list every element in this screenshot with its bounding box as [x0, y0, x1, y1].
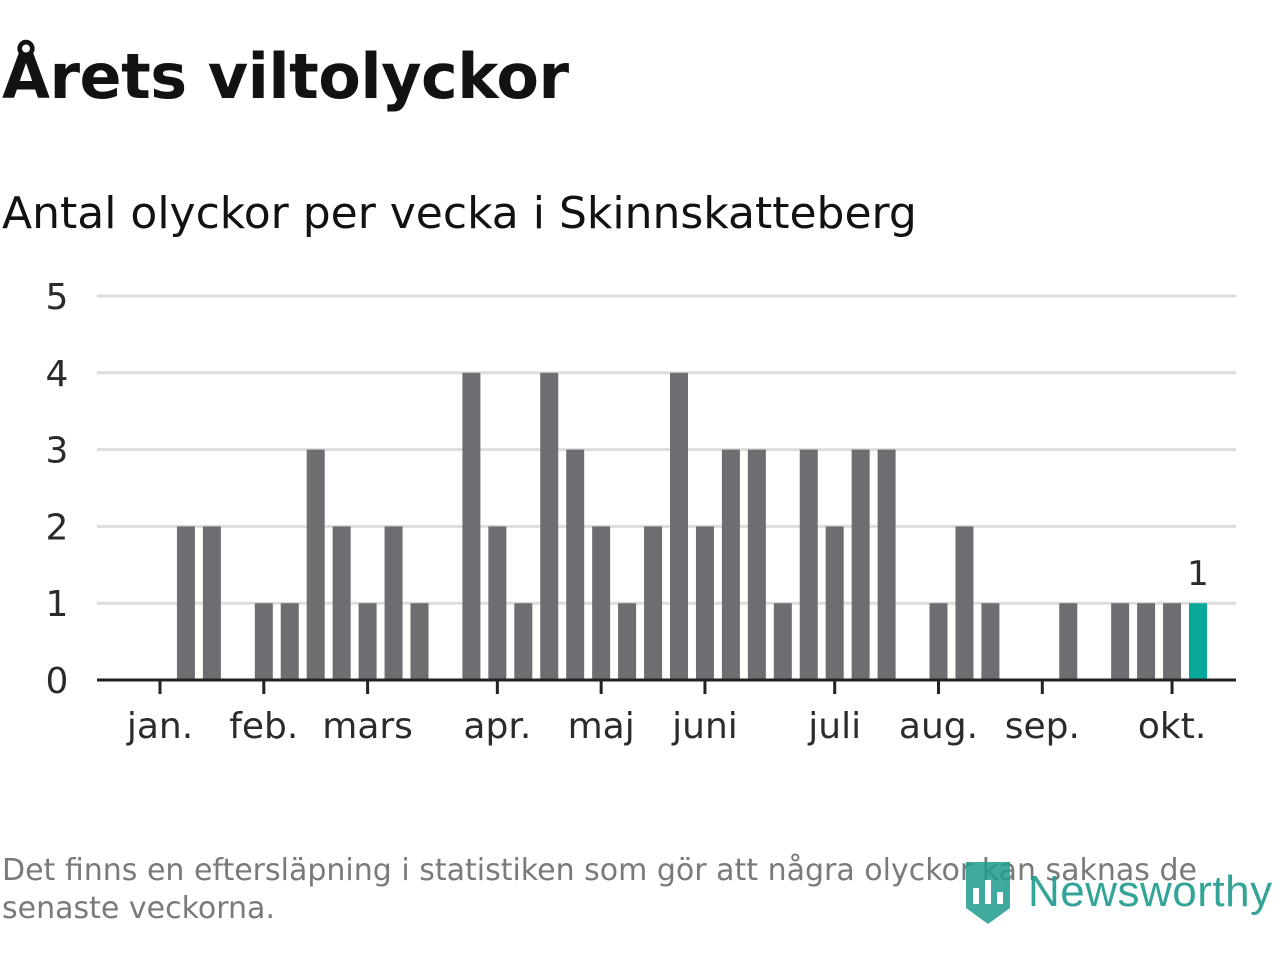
bar — [644, 526, 663, 680]
bar — [981, 603, 1000, 680]
bar — [773, 603, 792, 680]
y-tick-label: 2 — [46, 507, 69, 548]
bar — [176, 526, 195, 680]
newsworthy-logo-icon — [966, 862, 1010, 924]
y-tick-label: 4 — [46, 354, 69, 395]
bars — [176, 372, 1207, 680]
bar — [1111, 603, 1130, 680]
y-tick-label: 5 — [46, 277, 69, 318]
bar — [799, 449, 818, 680]
data-labels: 1 — [1187, 554, 1209, 594]
bar — [670, 372, 688, 680]
bar — [618, 603, 637, 680]
bar — [488, 526, 507, 680]
x-tick-label: aug. — [899, 706, 978, 747]
bar — [1137, 603, 1156, 680]
x-tick-label: sep. — [1005, 706, 1080, 747]
x-tick-label: maj — [568, 706, 635, 747]
bar — [955, 526, 974, 680]
bar — [695, 526, 714, 680]
bar — [540, 372, 559, 680]
y-tick-label: 3 — [46, 431, 69, 472]
bar-highlight — [1189, 603, 1207, 680]
bar — [929, 603, 948, 680]
brand-name: Newsworthy — [1028, 867, 1273, 916]
data-label: 1 — [1187, 554, 1209, 594]
x-tick-label: okt. — [1138, 706, 1206, 747]
bar-chart: 0 1 2 3 4 5 jan. feb. mars apr. maj juni juli aug. se… — [46, 277, 1236, 747]
bar — [851, 449, 870, 680]
chart-subtitle: Antal olyckor per vecka i Skinnskatteber… — [2, 188, 917, 239]
bar — [280, 603, 299, 680]
x-tick-label: feb. — [229, 706, 298, 747]
bar — [1163, 603, 1182, 680]
grid-lines — [97, 294, 1236, 605]
bar — [306, 449, 325, 680]
y-axis-ticks: 0 1 2 3 4 5 — [46, 277, 69, 702]
x-tick-label: juni — [671, 706, 738, 747]
x-axis: jan. feb. mars apr. maj juni juli aug. sep. okt. — [97, 678, 1236, 747]
bar — [877, 449, 896, 680]
y-tick-label: 1 — [46, 584, 69, 625]
bar — [254, 603, 273, 680]
chart-title: Årets viltolyckor — [2, 40, 569, 113]
x-tick-label: apr. — [463, 706, 531, 747]
bar — [592, 526, 611, 680]
y-tick-label: 0 — [46, 661, 69, 702]
bar — [358, 603, 377, 680]
x-tick-label: juli — [807, 706, 861, 747]
x-tick-label: mars — [322, 706, 413, 747]
brand-logo: Newsworthy — [962, 858, 1273, 926]
bar — [462, 372, 481, 680]
bar — [1059, 603, 1078, 680]
bar — [202, 526, 221, 680]
x-tick-label: jan. — [126, 706, 193, 747]
bar — [747, 449, 766, 680]
bar — [332, 526, 351, 680]
bar — [721, 449, 740, 680]
bar — [514, 603, 533, 680]
bar — [825, 526, 844, 680]
bar — [566, 449, 585, 680]
bar — [384, 526, 403, 680]
bar — [410, 603, 429, 680]
